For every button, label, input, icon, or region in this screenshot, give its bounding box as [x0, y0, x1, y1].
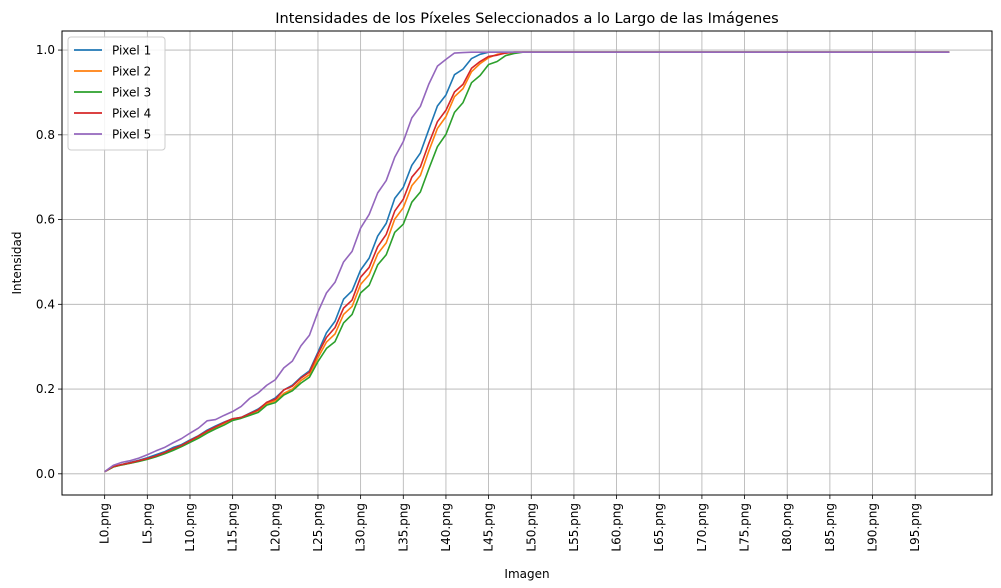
chart-title: Intensidades de los Píxeles Seleccionado…	[275, 11, 778, 27]
y-axis-ticks: 0.0 0.2 0.4 0.6 0.8 1.0	[36, 43, 62, 481]
x-tick-label: L65.png	[652, 503, 666, 552]
x-tick-label: L0.png	[98, 503, 112, 544]
y-axis-label: Intensidad	[10, 231, 24, 294]
x-tick-label: L30.png	[354, 503, 368, 552]
x-tick-label: L55.png	[567, 503, 581, 552]
x-tick-label: L75.png	[738, 503, 752, 552]
legend-label-pixel-3: Pixel 3	[112, 86, 151, 100]
legend-label-pixel-4: Pixel 4	[112, 107, 151, 121]
x-tick-label: L10.png	[183, 503, 197, 552]
x-tick-label: L45.png	[482, 503, 496, 552]
legend-label-pixel-1: Pixel 1	[112, 44, 151, 58]
x-tick-label: L95.png	[908, 503, 922, 552]
y-tick-label: 0.4	[36, 297, 55, 311]
x-tick-label: L20.png	[268, 503, 282, 552]
x-tick-label: L5.png	[140, 503, 154, 544]
x-tick-label: L80.png	[780, 503, 794, 552]
legend: Pixel 1 Pixel 2 Pixel 3 Pixel 4 Pixel 5	[67, 36, 166, 151]
x-tick-label: L25.png	[311, 503, 325, 552]
x-tick-label: L70.png	[695, 503, 709, 552]
plot-frame	[61, 30, 993, 496]
legend-label-pixel-5: Pixel 5	[112, 128, 151, 142]
legend-box	[67, 36, 166, 151]
x-tick-label: L35.png	[396, 503, 410, 552]
y-tick-label: 0.6	[36, 213, 55, 227]
x-tick-label: L50.png	[524, 503, 538, 552]
x-tick-label: L60.png	[610, 503, 624, 552]
x-axis-ticks: L0.png L5.png L10.png L15.png L20.png L25.png…	[98, 495, 922, 552]
y-tick-label: 0.8	[36, 128, 55, 142]
y-tick-label: 1.0	[36, 43, 55, 57]
y-tick-label: 0.0	[36, 467, 55, 481]
series-lines	[104, 51, 950, 473]
legend-label-pixel-2: Pixel 2	[112, 65, 151, 79]
y-tick-label: 0.2	[36, 382, 55, 396]
x-axis-label: Imagen	[504, 567, 549, 581]
series-line-pixel-5	[104, 51, 950, 473]
x-tick-label: L15.png	[226, 503, 240, 552]
x-tick-label: L40.png	[439, 503, 453, 552]
x-tick-label: L85.png	[823, 503, 837, 552]
grid	[62, 31, 992, 495]
x-tick-label: L90.png	[866, 503, 880, 552]
